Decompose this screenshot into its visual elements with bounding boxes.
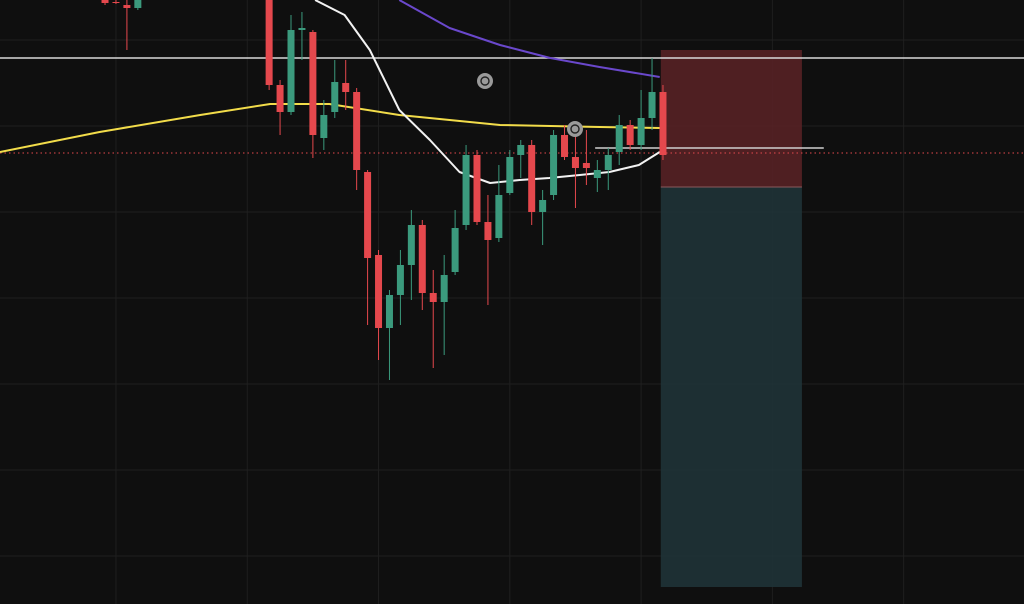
candle-body [123,5,131,8]
candle-body [517,145,525,155]
position-tool [660,50,802,587]
candle-body [462,155,470,225]
levels [0,57,1024,154]
candle-body [101,0,109,3]
candle-body [440,275,448,302]
candle-body [429,293,437,302]
candle-body [506,157,514,193]
alert-icon-clock [570,124,580,134]
candle-body [265,0,273,85]
candle-body [659,92,667,155]
candle-body [561,135,569,157]
candle-body [342,83,350,92]
candle-body [396,265,404,295]
candle-body [593,170,601,178]
candle-body [309,32,317,135]
candle-body [375,255,383,328]
candle-body [287,30,295,112]
alert-icon[interactable] [477,73,493,89]
candle-body [407,225,415,265]
candle-body [385,295,393,328]
candle-body [626,125,634,145]
candle-body [637,118,645,145]
candle-body [331,82,339,112]
candle-body [550,135,558,195]
candle-body [571,157,579,168]
candle-body [353,92,361,170]
candle-body [604,155,612,170]
candle-body [495,195,503,238]
candles [101,0,667,380]
candle-body [298,28,306,30]
candle-body [484,222,492,240]
alert-icon-clock [480,76,490,86]
target-zone [660,187,802,587]
candle-body [648,92,656,118]
moving-average [398,0,660,78]
candle-body [320,115,328,138]
candle-body [451,228,459,272]
alert-icon-bg [477,73,493,89]
moving-average [0,103,660,153]
candle-body [112,2,120,3]
stop-zone [660,50,802,187]
candle-body [615,125,623,152]
candle-body [528,145,536,212]
alert-icon[interactable] [567,121,583,137]
candle-body [276,85,284,112]
moving-averages [0,0,661,184]
moving-average [314,0,661,184]
candle-body [582,163,590,168]
alert-icon-bg [567,121,583,137]
candle-body [473,155,481,222]
candle-body [539,200,547,212]
candle-body [134,0,142,8]
candle-body [418,225,426,293]
candle-body [364,172,372,258]
